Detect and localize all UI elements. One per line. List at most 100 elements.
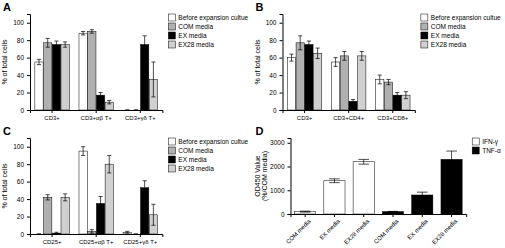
legend: Before expansion cultueCOM mediaEX media… bbox=[168, 14, 248, 48]
error-bar bbox=[342, 52, 346, 61]
error-bar bbox=[98, 93, 102, 98]
error-bar-stem bbox=[334, 179, 335, 183]
error-bar-cap bbox=[107, 100, 111, 101]
tick-label: 60 bbox=[17, 54, 25, 61]
error-bar-cap bbox=[143, 180, 147, 181]
error-bar-stem bbox=[47, 38, 48, 47]
plot: 020406080100CD3+CD3+CD4+CD3+CD8+% of tot… bbox=[254, 15, 416, 122]
error-bar bbox=[63, 194, 67, 201]
legend-label: EX media bbox=[178, 156, 207, 163]
error-bar-cap bbox=[81, 31, 85, 32]
legend-swatch bbox=[472, 138, 479, 145]
legend-label: COM media bbox=[431, 23, 466, 30]
legend-label: Before expansion cultue bbox=[178, 138, 248, 146]
axis-line bbox=[291, 215, 467, 218]
tick-mark bbox=[96, 234, 97, 237]
error-bar bbox=[134, 110, 138, 111]
bar bbox=[296, 43, 304, 110]
error-bar-cap bbox=[378, 75, 382, 76]
y-axis-title-line: OD450 Value bbox=[254, 155, 261, 197]
tick-label: 40 bbox=[269, 72, 277, 79]
error-bar-cap bbox=[307, 41, 311, 42]
bar bbox=[441, 159, 462, 214]
tick-label: EX media bbox=[318, 218, 341, 241]
error-bar-cap bbox=[63, 200, 67, 201]
legend-label: EX28 media bbox=[431, 41, 467, 48]
error-bar bbox=[90, 230, 94, 233]
bar bbox=[287, 58, 295, 110]
error-bar-cap bbox=[300, 212, 311, 213]
tick-mark bbox=[304, 110, 305, 113]
error-bar-cap bbox=[289, 54, 293, 55]
legend-item: EX28 media bbox=[168, 165, 214, 172]
legend-swatch bbox=[168, 32, 175, 39]
error-bar bbox=[386, 79, 390, 84]
panel: Before expansion cultueCOM mediaEX media… bbox=[1, 1, 249, 121]
tick-label: CD3+αβ T+ bbox=[81, 115, 113, 121]
bar bbox=[79, 151, 87, 234]
y-axis: 020406080100 bbox=[13, 139, 30, 238]
error-bar bbox=[143, 181, 147, 195]
error-bar bbox=[81, 31, 85, 34]
y-axis-title: % of total cells bbox=[254, 39, 261, 85]
tick-label: 20 bbox=[17, 213, 25, 220]
legend-label: Before expansion cultue bbox=[431, 14, 501, 22]
tick-mark bbox=[27, 23, 30, 24]
marks bbox=[295, 151, 463, 214]
error-bar bbox=[417, 192, 428, 198]
error-bar-cap bbox=[351, 103, 355, 104]
error-bar bbox=[289, 54, 293, 61]
legend-item: IFN-γ bbox=[472, 138, 499, 146]
tick-label: 40 bbox=[17, 196, 25, 203]
error-bar-cap bbox=[388, 211, 399, 212]
error-bar bbox=[37, 234, 41, 235]
error-bar-stem bbox=[91, 30, 92, 33]
figure: Before expansion cultueCOM mediaEX media… bbox=[0, 0, 505, 248]
legend-item: COM media bbox=[168, 23, 213, 30]
error-bar bbox=[378, 75, 382, 84]
error-bar bbox=[134, 234, 138, 235]
legend-swatch bbox=[168, 23, 175, 30]
error-bar-cap bbox=[417, 197, 428, 198]
error-bar bbox=[46, 38, 50, 47]
y-tick: 20 bbox=[17, 213, 30, 220]
error-bar-cap bbox=[388, 211, 399, 212]
tick-mark bbox=[363, 214, 364, 217]
x-tick: CD25+γδ T+ bbox=[123, 234, 158, 245]
bar bbox=[331, 62, 339, 110]
tick-label: 0 bbox=[281, 211, 285, 218]
y-axis-title-line: % of total cells bbox=[1, 39, 8, 85]
tick-mark bbox=[288, 167, 291, 168]
error-bar-cap bbox=[46, 38, 50, 39]
y-axis-title: % of total cells bbox=[1, 163, 8, 209]
tick-mark bbox=[348, 110, 349, 113]
error-bar-cap bbox=[143, 35, 147, 36]
tick-label: 20 bbox=[269, 89, 277, 96]
error-bar-stem bbox=[91, 230, 92, 233]
x-tick: EX media bbox=[318, 214, 341, 241]
error-bar-cap bbox=[54, 41, 58, 42]
error-bar bbox=[395, 93, 399, 98]
error-bar-cap bbox=[63, 47, 67, 48]
error-bar-cap bbox=[46, 47, 50, 48]
bar bbox=[88, 31, 96, 110]
error-bar bbox=[90, 30, 94, 33]
error-bar-cap bbox=[81, 146, 85, 147]
error-bar-cap bbox=[151, 204, 155, 205]
x-tick: EX28 media bbox=[343, 214, 371, 245]
error-bar-cap bbox=[98, 97, 102, 98]
error-bar-cap bbox=[37, 234, 41, 235]
plot: 020406080100CD25+CD25+αβ T+CD25+γδ T+% o… bbox=[1, 139, 163, 246]
tick-mark bbox=[392, 110, 393, 113]
panel-title: D bbox=[256, 125, 264, 137]
tick-label: 100 bbox=[13, 19, 24, 26]
axis-line bbox=[31, 235, 163, 238]
y-tick: 0 bbox=[20, 231, 30, 238]
tick-mark bbox=[27, 234, 30, 235]
x-axis: CD3+CD3+CD4+CD3+CD8+ bbox=[283, 110, 415, 121]
legend-item: EX28 media bbox=[168, 41, 214, 48]
error-bar bbox=[360, 52, 364, 61]
axis-line bbox=[31, 111, 163, 114]
error-bar-cap bbox=[386, 79, 390, 80]
tick-mark bbox=[27, 217, 30, 218]
